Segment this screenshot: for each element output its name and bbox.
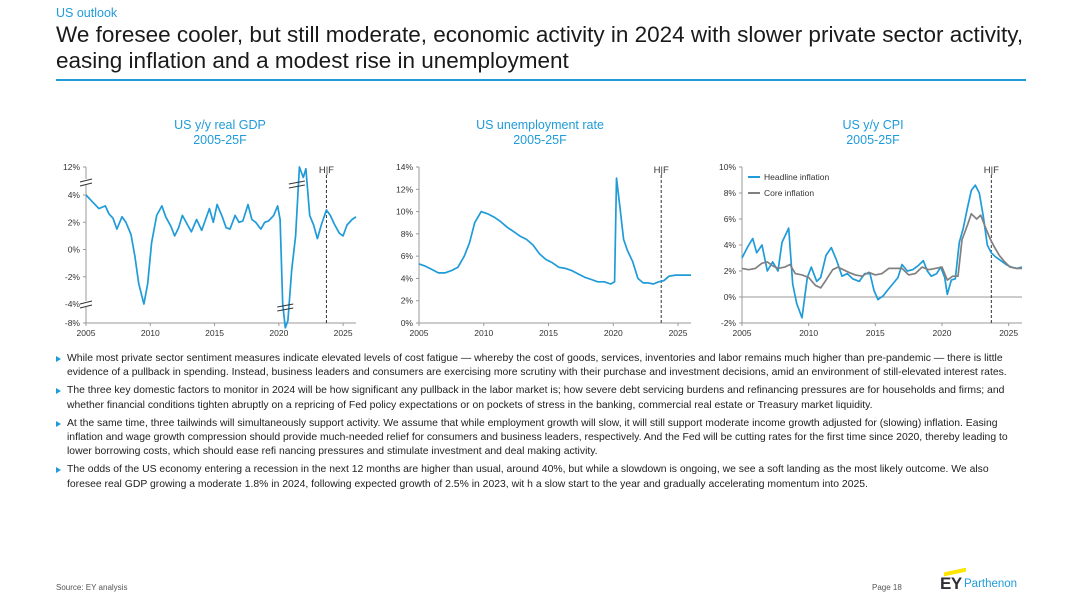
y-tick-label: 2% bbox=[724, 266, 737, 276]
x-tick-label: 2010 bbox=[141, 328, 160, 338]
gdp-chart-subtitle: 2005-25F bbox=[193, 133, 247, 147]
unemployment-chart-title-block: US unemployment rate 2005-25F bbox=[405, 118, 675, 148]
y-tick-label: -2% bbox=[65, 272, 81, 282]
logo-ey-text: EY bbox=[940, 574, 962, 593]
x-tick-label: 2015 bbox=[866, 328, 885, 338]
bullet-item: The three key domestic factors to monito… bbox=[56, 384, 1024, 412]
x-tick-label: 2020 bbox=[604, 328, 623, 338]
logo-parthenon-text: Parthenon bbox=[964, 578, 1018, 590]
y-tick-label: 8% bbox=[401, 229, 414, 239]
y-tick-label: 0% bbox=[68, 245, 81, 255]
y-tick-label: 0% bbox=[724, 292, 737, 302]
series-break-mark bbox=[277, 307, 294, 312]
y-tick-label: -4% bbox=[65, 299, 81, 309]
series-break-mark bbox=[288, 184, 305, 189]
x-tick-label: 2005 bbox=[77, 328, 96, 338]
forecast-marker-label: H|F bbox=[654, 165, 669, 176]
y-tick-label: 2% bbox=[68, 217, 81, 227]
forecast-marker-label: H|F bbox=[319, 165, 334, 176]
series-line-primary bbox=[741, 184, 1023, 319]
cpi-chart-title-block: US y/y CPI 2005-25F bbox=[738, 118, 1008, 148]
y-tick-label: 14% bbox=[396, 162, 413, 172]
cpi-chart-title: US y/y CPI bbox=[842, 118, 904, 132]
page-number: Page 18 bbox=[872, 583, 902, 592]
y-tick-label: 2% bbox=[401, 296, 414, 306]
unemployment-chart-title: US unemployment rate bbox=[476, 118, 604, 132]
y-tick-label: 6% bbox=[724, 214, 737, 224]
gdp-chart-title: US y/y real GDP bbox=[174, 118, 266, 132]
y-tick-label: 4% bbox=[68, 190, 81, 200]
y-tick-label: 10% bbox=[396, 207, 413, 217]
forecast-marker-label: H|F bbox=[984, 165, 999, 176]
series-break-mark bbox=[277, 303, 294, 308]
header-rule bbox=[56, 79, 1026, 81]
y-tick-label: 6% bbox=[401, 251, 414, 261]
bullet-item: The odds of the US economy entering a re… bbox=[56, 463, 1024, 491]
section-eyebrow: US outlook bbox=[56, 6, 118, 20]
axis-break-mark bbox=[79, 300, 93, 305]
legend-label: Core inflation bbox=[764, 188, 814, 198]
series-line-primary bbox=[85, 166, 357, 329]
y-tick-label: 12% bbox=[396, 184, 413, 194]
axis-break-gap bbox=[80, 179, 92, 185]
x-tick-label: 2015 bbox=[205, 328, 224, 338]
x-tick-label: 2025 bbox=[334, 328, 353, 338]
gdp-chart: -8% -4% -2% 0% 2% 4% 12% 2005 2010 2015 2020 2025 H|… bbox=[63, 162, 357, 338]
x-tick-label: 2015 bbox=[539, 328, 558, 338]
y-tick-label: 0% bbox=[401, 318, 414, 328]
gdp-chart-title-block: US y/y real GDP 2005-25F bbox=[80, 118, 360, 148]
x-tick-label: 2005 bbox=[733, 328, 752, 338]
y-tick-label: 8% bbox=[724, 188, 737, 198]
x-tick-label: 2005 bbox=[410, 328, 429, 338]
bullet-item: While most private sector sentiment meas… bbox=[56, 352, 1024, 380]
axis-break-mark bbox=[79, 304, 93, 309]
cpi-chart-subtitle: 2005-25F bbox=[846, 133, 900, 147]
x-tick-label: 2010 bbox=[474, 328, 493, 338]
series-break-mark bbox=[288, 180, 305, 185]
axis-break-mark bbox=[79, 182, 93, 187]
cpi-chart: -2% 0% 2% 4% 6% 8% 10% 2005 2010 2015 2020 2025 H|F H… bbox=[719, 162, 1023, 338]
y-tick-label: 4% bbox=[724, 240, 737, 250]
unemployment-chart: 0% 2% 4% 6% 8% 10% 12% 14% 2005 2010 2015 2020 2025 H… bbox=[396, 162, 691, 338]
source-note: Source: EY analysis bbox=[56, 583, 128, 592]
page-headline: We foresee cooler, but still moderate, e… bbox=[56, 22, 1024, 73]
axis-break-gap bbox=[80, 301, 92, 307]
commentary-bullets: While most private sector sentiment meas… bbox=[56, 352, 1024, 496]
series-line-secondary bbox=[741, 212, 1022, 289]
y-tick-label: -2% bbox=[721, 318, 737, 328]
x-tick-label: 2025 bbox=[669, 328, 688, 338]
y-tick-label: -8% bbox=[65, 318, 81, 328]
bullet-item: At the same time, three tailwinds will s… bbox=[56, 417, 1024, 460]
legend-label: Headline inflation bbox=[764, 172, 829, 182]
ey-parthenon-logo: EY Parthenon bbox=[940, 567, 1030, 598]
y-tick-label: 12% bbox=[63, 162, 80, 172]
unemployment-chart-subtitle: 2005-25F bbox=[513, 133, 567, 147]
x-tick-label: 2010 bbox=[799, 328, 818, 338]
axis-break-mark bbox=[79, 178, 93, 183]
y-tick-label: 10% bbox=[719, 162, 736, 172]
x-tick-label: 2020 bbox=[269, 328, 288, 338]
x-tick-label: 2020 bbox=[933, 328, 952, 338]
y-tick-label: 4% bbox=[401, 273, 414, 283]
series-line-primary bbox=[418, 177, 691, 285]
x-tick-label: 2025 bbox=[999, 328, 1018, 338]
